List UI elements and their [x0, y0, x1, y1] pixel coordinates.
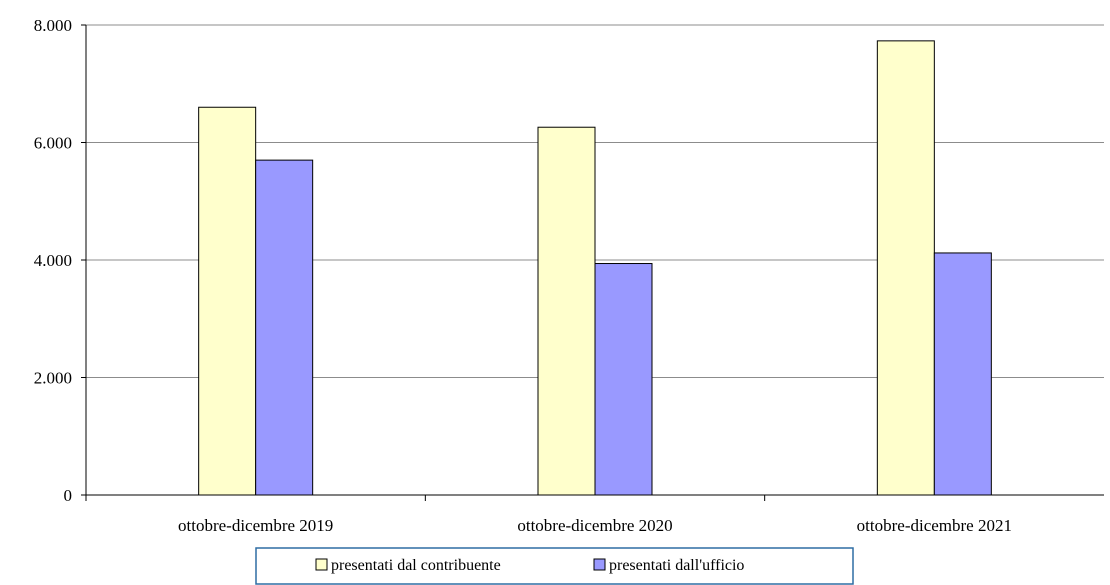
y-axis-tick-label: 6.000: [34, 134, 72, 153]
y-axis-tick-label: 2.000: [34, 369, 72, 388]
bar: [876, 40, 935, 496]
legend-swatch: [315, 558, 328, 571]
axes: [81, 24, 1104, 501]
bar: [537, 126, 596, 496]
x-axis-tick-label: ottobre-dicembre 2021: [857, 516, 1012, 535]
bar: [198, 106, 257, 496]
legend-swatch: [593, 558, 606, 571]
bar: [594, 263, 653, 496]
legend-label: presentati dal contribuente: [331, 557, 501, 574]
legend: presentati dal contribuente presentati da…: [255, 547, 854, 585]
bar: [933, 252, 992, 496]
bar: [255, 159, 314, 496]
y-axis-tick-label: 4.000: [34, 251, 72, 270]
legend-label: presentati dall'ufficio: [609, 557, 744, 574]
y-axis-tick-label: 0: [64, 486, 73, 505]
y-axis-tick-labels: 0 2.000 4.000 6.000 8.000: [34, 16, 72, 505]
x-axis-tick-label: ottobre-dicembre 2019: [178, 516, 333, 535]
legend-box: [255, 547, 854, 585]
y-axis-tick-label: 8.000: [34, 16, 72, 35]
x-axis-tick-label: ottobre-dicembre 2020: [517, 516, 672, 535]
bars: [198, 40, 992, 496]
x-axis-tick-labels: ottobre-dicembre 2019 ottobre-dicembre 20…: [178, 516, 1012, 535]
